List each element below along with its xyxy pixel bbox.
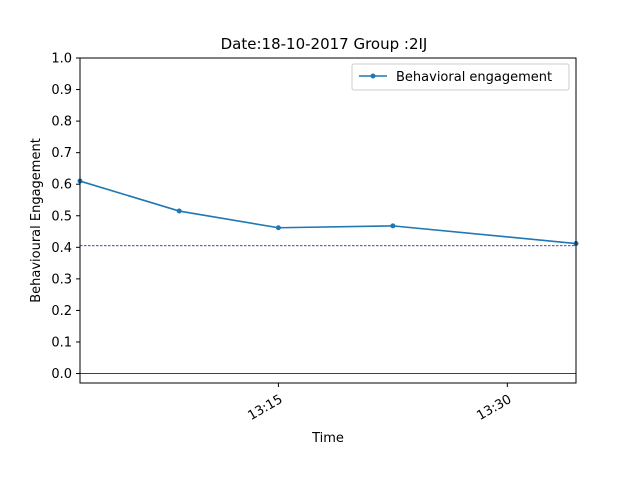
y-tick-label: 0.8 bbox=[51, 115, 72, 130]
x-axis-label: Time bbox=[311, 431, 344, 446]
reference-lines bbox=[80, 245, 576, 374]
legend-marker bbox=[370, 73, 376, 79]
x-tick-label: 13:15 bbox=[245, 392, 285, 424]
y-tick-label: 0.7 bbox=[51, 146, 72, 161]
legend-entry-behavioral-engagement: Behavioral engagement bbox=[396, 70, 552, 85]
y-tick-label: 0.9 bbox=[51, 83, 72, 98]
y-tick-label: 0.1 bbox=[51, 335, 72, 350]
y-axis-ticks: 0.0 0.1 0.2 0.3 0.4 0.5 0.6 0.7 0.8 0.9 1.0 bbox=[51, 52, 80, 382]
plot-frame bbox=[79, 57, 577, 384]
data-point bbox=[390, 223, 396, 229]
y-axis-label: Behavioural Engagement bbox=[29, 138, 44, 303]
series-layer bbox=[77, 178, 579, 247]
legend: Behavioral engagement bbox=[351, 63, 570, 91]
y-tick-label: 1.0 bbox=[51, 52, 72, 67]
x-axis-ticks: 13:15 13:30 bbox=[245, 383, 514, 424]
y-tick-label: 0.2 bbox=[51, 304, 72, 319]
x-tick-label: 13:30 bbox=[474, 392, 514, 424]
y-tick-label: 0.5 bbox=[51, 209, 72, 224]
y-tick-label: 0.3 bbox=[51, 272, 72, 287]
y-tick-label: 0.6 bbox=[51, 178, 72, 193]
y-tick-label: 0.4 bbox=[51, 241, 72, 256]
y-tick-label: 0.0 bbox=[51, 367, 72, 382]
chart-title: Date:18-10-2017 Group :2IJ bbox=[221, 35, 428, 53]
data-point bbox=[275, 225, 281, 231]
series-line-behavioral-engagement bbox=[79, 180, 577, 245]
data-point bbox=[176, 208, 182, 214]
legend-box bbox=[351, 63, 570, 91]
